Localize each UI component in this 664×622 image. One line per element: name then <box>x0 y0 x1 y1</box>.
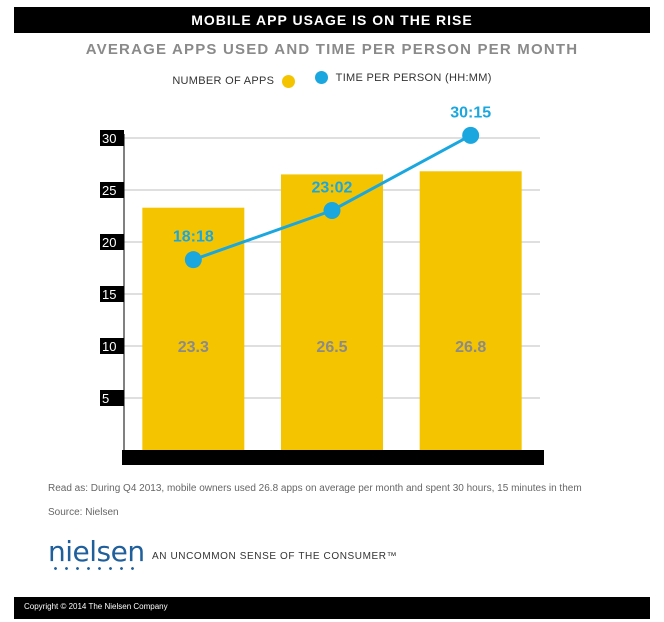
legend-item-apps: NUMBER OF APPS <box>172 74 296 88</box>
y-tick-box <box>100 390 124 406</box>
x-axis-baseline <box>122 450 544 465</box>
legend-swatch-time <box>314 71 328 84</box>
bar-apps <box>419 171 522 450</box>
legend-swatch-apps <box>282 74 296 88</box>
brand-tagline: AN UNCOMMON SENSE OF THE CONSUMER™ <box>152 551 398 562</box>
y-tick-box <box>100 182 124 198</box>
chart-legend: NUMBER OF APPS TIME PER PERSON (HH:MM) <box>0 71 664 88</box>
legend-item-time: TIME PER PERSON (HH:MM) <box>314 71 492 84</box>
copyright-text: Copyright © 2014 The Nielsen Company <box>24 602 168 611</box>
line-data-label: 18:18 <box>173 229 214 246</box>
y-tick-box <box>100 286 124 302</box>
line-data-label: 30:15 <box>450 104 491 121</box>
y-tick-box <box>100 338 124 354</box>
line-point <box>184 251 202 269</box>
y-tick-label: 20 <box>102 235 116 250</box>
bar-data-label: 23.3 <box>178 339 209 356</box>
y-tick-label: 10 <box>102 339 116 354</box>
bar-apps <box>281 174 383 450</box>
y-tick-label: 25 <box>102 183 116 198</box>
infographic-title: MOBILE APP USAGE IS ON THE RISE <box>14 7 650 33</box>
y-tick-label: 30 <box>102 131 116 146</box>
nielsen-logo: nielsen <box>48 535 145 568</box>
line-point <box>462 126 480 144</box>
y-tick-label: 15 <box>102 287 116 302</box>
source-note: Source: Nielsen <box>48 507 119 518</box>
y-tick-box <box>100 130 124 146</box>
footer-bar: Copyright © 2014 The Nielsen Company <box>14 597 650 619</box>
line-point <box>323 201 341 219</box>
bar-data-label: 26.8 <box>455 339 486 356</box>
y-tick-box <box>100 234 124 250</box>
chart-title: AVERAGE APPS USED AND TIME PER PERSON PE… <box>85 41 579 58</box>
logo-dots-decoration <box>50 567 138 570</box>
y-tick-label: 5 <box>102 391 109 406</box>
line-data-label: 23:02 <box>312 179 353 196</box>
legend-label-time: TIME PER PERSON (HH:MM) <box>335 71 492 84</box>
read-as-note: Read as: During Q4 2013, mobile owners u… <box>48 483 582 494</box>
bar-data-label: 26.5 <box>316 339 347 356</box>
legend-label-apps: NUMBER OF APPS <box>172 75 275 87</box>
